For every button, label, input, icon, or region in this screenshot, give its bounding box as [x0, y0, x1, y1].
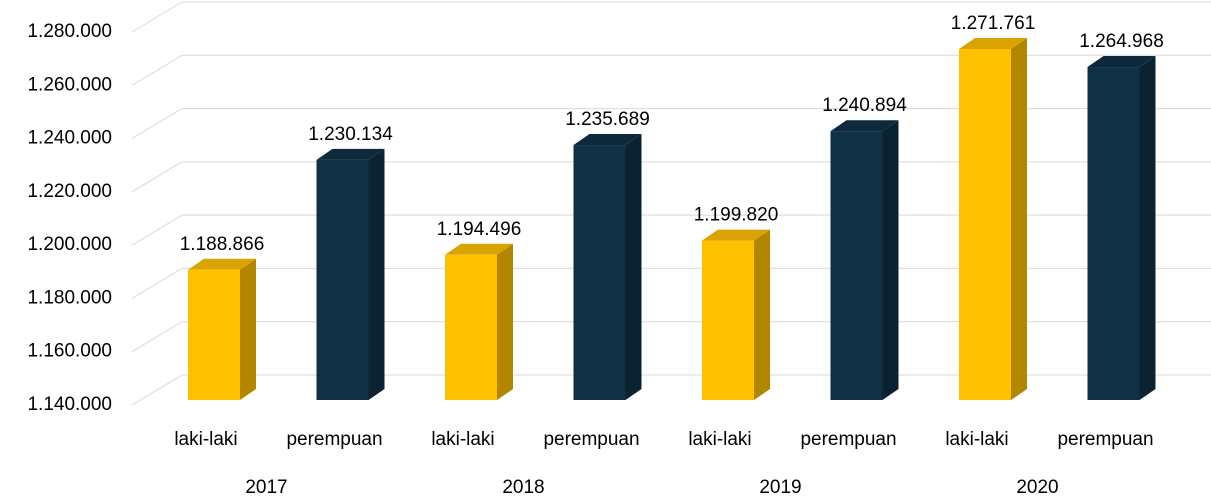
y-tick-label: 1.160.000	[27, 341, 112, 362]
bar-top	[188, 258, 256, 270]
bar-top	[573, 134, 642, 146]
data-label: 1.194.496	[437, 219, 522, 240]
data-label: 1.199.820	[694, 205, 779, 226]
x-tick-label: laki-laki	[174, 429, 237, 450]
x-tick-label: laki-laki	[688, 429, 751, 450]
bar	[959, 48, 1011, 400]
grid-line	[131, 1, 183, 33]
data-label: 1.230.134	[308, 124, 393, 145]
data-label: 1.188.866	[180, 234, 265, 255]
grid-line	[131, 374, 183, 406]
x-tick-label: laki-laki	[431, 429, 494, 450]
x-tick-label: perempuan	[543, 429, 639, 450]
grid-line	[131, 214, 183, 246]
x-group-label: 2019	[759, 477, 801, 498]
bar-side	[1139, 56, 1156, 401]
bar-side	[497, 243, 513, 400]
x-tick-label: perempuan	[1057, 429, 1153, 450]
bar-side	[625, 134, 642, 400]
bar	[573, 145, 626, 400]
data-label: 1.271.761	[951, 13, 1036, 34]
y-tick-label: 1.140.000	[27, 394, 112, 415]
x-tick-label: perempuan	[286, 429, 382, 450]
grid-line	[131, 267, 183, 299]
bar-top	[316, 148, 385, 160]
bar	[188, 269, 240, 400]
x-group-label: 2020	[1016, 477, 1058, 498]
x-group-label: 2018	[502, 477, 544, 498]
grid-line	[131, 54, 183, 86]
bar-top	[445, 243, 513, 255]
y-tick-label: 1.280.000	[27, 21, 112, 42]
bar	[316, 159, 369, 400]
bar-side	[1011, 37, 1027, 400]
y-tick-label: 1.220.000	[27, 181, 112, 202]
data-label: 1.235.689	[565, 109, 650, 130]
bar-top	[1087, 56, 1156, 68]
grid-line	[131, 321, 183, 353]
bar	[702, 240, 754, 400]
x-tick-label: perempuan	[800, 429, 896, 450]
bar-side	[368, 148, 385, 400]
y-tick-label: 1.200.000	[27, 234, 112, 255]
bar	[1087, 67, 1140, 400]
data-label: 1.240.894	[822, 95, 907, 116]
bar	[445, 254, 497, 400]
data-label: 1.264.968	[1079, 31, 1164, 52]
bar	[830, 131, 883, 400]
y-tick-label: 1.180.000	[27, 287, 112, 308]
bar-top	[702, 229, 770, 241]
y-tick-label: 1.240.000	[27, 128, 112, 149]
bar-side	[754, 229, 770, 400]
y-tick-label: 1.260.000	[27, 74, 112, 95]
bar-top	[830, 120, 899, 132]
grid-line	[131, 161, 183, 193]
bar-top	[959, 37, 1027, 49]
x-group-label: 2017	[245, 477, 287, 498]
bar-side	[240, 258, 256, 400]
x-tick-label: laki-laki	[945, 429, 1008, 450]
bar-side	[882, 120, 899, 400]
grid-line	[131, 108, 183, 140]
